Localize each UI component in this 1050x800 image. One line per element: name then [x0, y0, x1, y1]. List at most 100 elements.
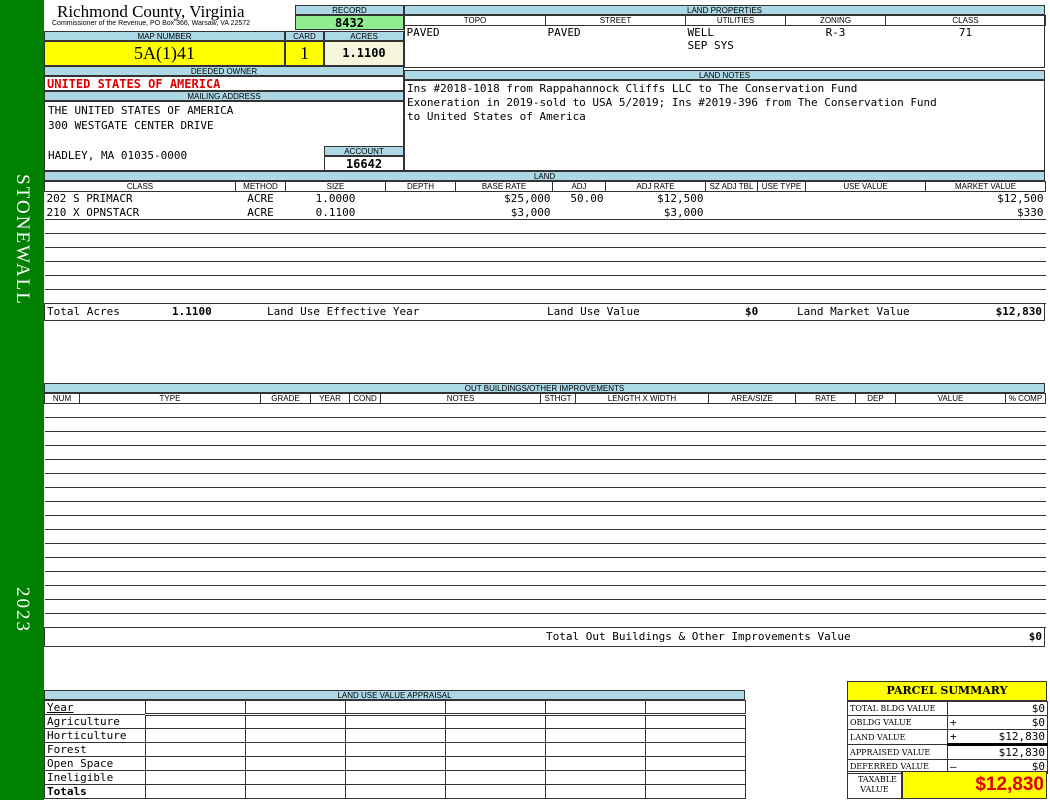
- land-cell: $3,000: [663, 205, 704, 219]
- land-use-value-label: Land Use Value: [547, 305, 640, 318]
- land-cell: [925, 275, 1046, 290]
- outbuilding-cell: [708, 543, 796, 558]
- land-cell: [44, 289, 236, 304]
- outbuilding-cell: [44, 473, 80, 488]
- land-cell: [385, 261, 456, 276]
- outbuilding-cell: [44, 599, 80, 614]
- land-cell: [757, 219, 806, 234]
- land-use-cell: [645, 784, 746, 799]
- land-use-cell: [645, 700, 746, 716]
- summary-label: LAND VALUE: [847, 729, 948, 745]
- land-cell: $330: [1017, 205, 1044, 219]
- outbuilding-cell: [795, 557, 856, 572]
- outbuilding-cell: [855, 501, 896, 516]
- taxable-value: $12,830: [902, 771, 1047, 799]
- outbuilding-cell: [575, 487, 709, 502]
- outbuilding-cell: [44, 557, 80, 572]
- summary-value-cell: $12,830: [947, 744, 1048, 760]
- outbuilding-cell: [260, 571, 311, 586]
- outbuilding-cell: [1005, 543, 1046, 558]
- land-cell: [757, 289, 806, 304]
- land-cell: $12,500: [997, 192, 1044, 206]
- outbuilding-cell: [855, 473, 896, 488]
- outbuilding-cell: [44, 501, 80, 516]
- street-value: PAVED: [547, 26, 581, 39]
- outbuilding-cell: [380, 529, 541, 544]
- parcel-summary-row: DEFERRED VALUE – $0: [847, 759, 1048, 774]
- outbuilding-cell: [708, 403, 796, 418]
- address-line-3: HADLEY, MA 01035-0000: [48, 149, 188, 162]
- land-col-header: USE TYPE: [757, 181, 806, 192]
- outbuilding-cell: [575, 445, 709, 460]
- land-use-cell: [245, 756, 346, 771]
- summary-label: TOTAL BLDG VALUE: [847, 701, 948, 716]
- land-notes-label: LAND NOTES: [404, 70, 1045, 80]
- outbuilding-row: [44, 613, 1046, 628]
- outbuilding-cell: [260, 431, 311, 446]
- land-use-row: Totals: [44, 784, 746, 799]
- land-use-cell: [145, 784, 246, 799]
- land-cell: [925, 219, 1046, 234]
- parcel-summary-row: OBLDG VALUE + $0: [847, 715, 1048, 730]
- outbuilding-cell: [260, 459, 311, 474]
- outbuilding-cell: [575, 529, 709, 544]
- land-cell: [925, 289, 1046, 304]
- land-cell: [235, 275, 286, 290]
- land-cell: 202 S PRIMACR: [46, 192, 133, 206]
- outbuilding-cell: [895, 599, 1006, 614]
- outbuilding-row: [44, 557, 1046, 572]
- land-cell: [235, 233, 286, 248]
- outbuilding-cell: [540, 445, 576, 460]
- land-cell: [805, 275, 926, 290]
- land-cell: [757, 247, 806, 262]
- outbuilding-cell: [855, 445, 896, 460]
- land-cell: [805, 247, 926, 262]
- land-cell: [605, 233, 706, 248]
- land-use-cell: [245, 742, 346, 757]
- outbuilding-cell: [260, 501, 311, 516]
- land-cell: [605, 247, 706, 262]
- outbuilding-cell: [380, 599, 541, 614]
- class-value: 71: [958, 26, 973, 39]
- effective-year-label: Land Use Effective Year: [267, 305, 420, 318]
- outbuilding-cell: [855, 515, 896, 530]
- outbuilding-cell: [540, 431, 576, 446]
- land-use-cell: [645, 770, 746, 785]
- land-use-cell: [545, 770, 646, 785]
- outbuilding-cell: [260, 515, 311, 530]
- land-cell: [44, 247, 236, 262]
- outbuilding-cell: [795, 599, 856, 614]
- account-label: ACCOUNT: [324, 146, 404, 156]
- outbuilding-cell: [895, 431, 1006, 446]
- utilities-value-2: SEP SYS: [687, 39, 734, 52]
- outbuilding-cell: [380, 557, 541, 572]
- outbuilding-cell: [310, 473, 350, 488]
- outbuilding-cell: [1005, 585, 1046, 600]
- outbuilding-cell: [310, 501, 350, 516]
- land-use-cell: [345, 784, 446, 799]
- land-cell: [455, 261, 553, 276]
- card-label: CARD: [285, 31, 324, 41]
- outbuilding-cell: [380, 459, 541, 474]
- land-cell: [552, 233, 606, 248]
- land-cell: $12,500: [657, 192, 704, 206]
- outbuilding-cell: [44, 585, 80, 600]
- land-use-cell: [545, 728, 646, 743]
- record-value: 8432: [295, 15, 404, 30]
- land-use-cell: [445, 784, 546, 799]
- outbuilding-cell: [310, 529, 350, 544]
- land-cell: [235, 289, 286, 304]
- land-use-cell: [545, 756, 646, 771]
- outbuilding-cell: [79, 403, 261, 418]
- land-cell: 210 X OPNSTACR: [46, 205, 140, 219]
- outbuilding-row: [44, 445, 1046, 460]
- outbuilding-cell: [575, 459, 709, 474]
- outbuilding-row: [44, 473, 1046, 488]
- county-title: Richmond County, Virginia: [57, 2, 245, 21]
- outbuilding-row: [44, 459, 1046, 474]
- record-label: RECORD: [295, 5, 404, 15]
- county-subtitle: Commissioner of the Revenue, PO Box 366,…: [52, 20, 251, 27]
- land-cell: [757, 261, 806, 276]
- outbuilding-cell: [575, 501, 709, 516]
- land-use-cell: [245, 728, 346, 743]
